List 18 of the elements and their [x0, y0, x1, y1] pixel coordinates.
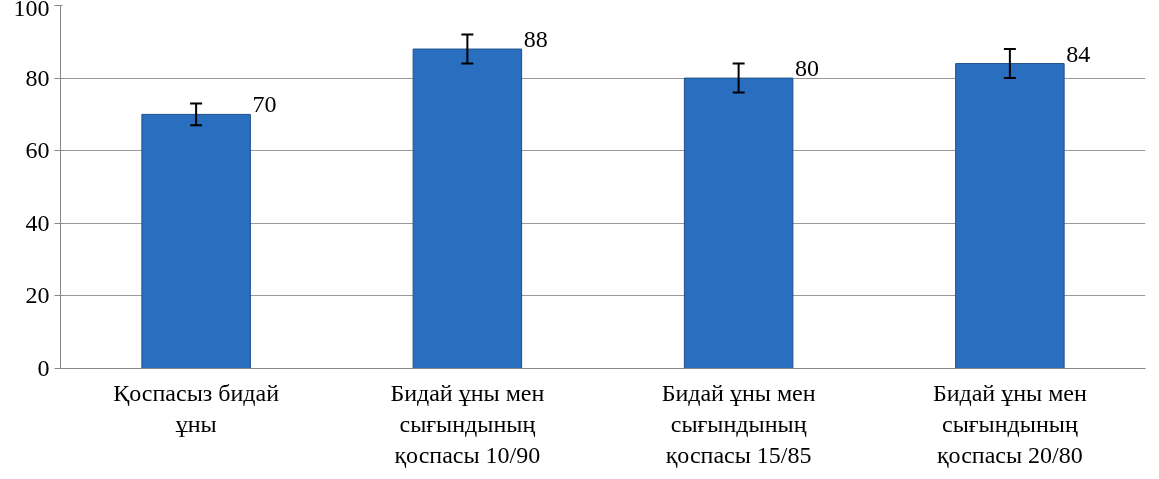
data-label: 80: [794, 55, 819, 82]
x-tick-label: Бидай ұны мен сығындының қоспасы 20/80: [932, 379, 1088, 468]
data-label: 70: [252, 91, 277, 118]
y-tick-label: 100: [13, 0, 50, 21]
bar: [955, 63, 1065, 369]
y-tick-label: 60: [25, 137, 50, 164]
data-label: 84: [1066, 40, 1091, 67]
y-tick-label: 80: [25, 64, 50, 91]
x-tick-label: Қоспасыз бидай ұны: [113, 379, 280, 437]
x-tick-label: Бидай ұны мен сығындының қоспасы 15/85: [661, 379, 816, 468]
y-tick-label: 20: [25, 282, 50, 309]
y-tick-label: 40: [25, 209, 50, 236]
bar: [141, 113, 251, 369]
bar: [683, 77, 794, 369]
bar: [412, 48, 523, 369]
y-tick-label: 0: [37, 355, 50, 381]
data-label: 88: [523, 26, 548, 53]
x-tick-label: Бидай ұны мен сығындының қоспасы 10/90: [390, 379, 545, 468]
